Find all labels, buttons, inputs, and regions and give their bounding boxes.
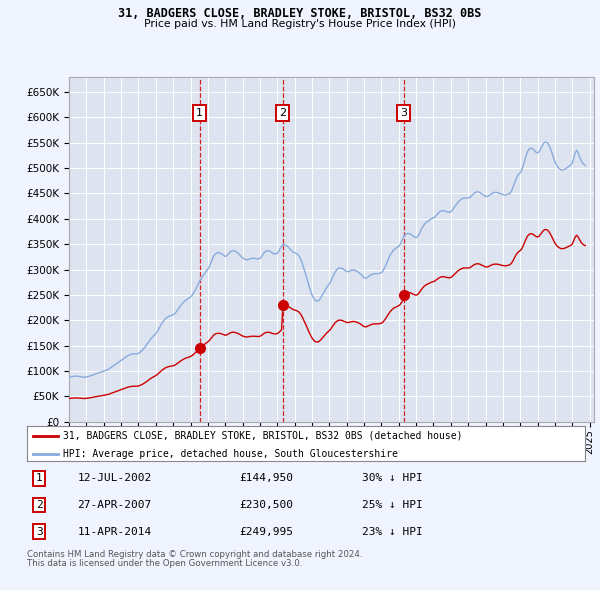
Text: 27-APR-2007: 27-APR-2007 xyxy=(77,500,151,510)
Text: 2: 2 xyxy=(279,108,286,118)
Text: 11-APR-2014: 11-APR-2014 xyxy=(77,527,151,537)
Text: 1: 1 xyxy=(36,473,43,483)
Text: 2: 2 xyxy=(36,500,43,510)
Text: This data is licensed under the Open Government Licence v3.0.: This data is licensed under the Open Gov… xyxy=(27,559,302,568)
Text: 12-JUL-2002: 12-JUL-2002 xyxy=(77,473,151,483)
Text: £249,995: £249,995 xyxy=(239,527,293,537)
Text: 3: 3 xyxy=(36,527,43,537)
Text: 25% ↓ HPI: 25% ↓ HPI xyxy=(362,500,422,510)
Text: Price paid vs. HM Land Registry's House Price Index (HPI): Price paid vs. HM Land Registry's House … xyxy=(144,19,456,29)
Text: Contains HM Land Registry data © Crown copyright and database right 2024.: Contains HM Land Registry data © Crown c… xyxy=(27,550,362,559)
Text: 31, BADGERS CLOSE, BRADLEY STOKE, BRISTOL, BS32 0BS (detached house): 31, BADGERS CLOSE, BRADLEY STOKE, BRISTO… xyxy=(63,431,463,441)
Text: £230,500: £230,500 xyxy=(239,500,293,510)
Text: 31, BADGERS CLOSE, BRADLEY STOKE, BRISTOL, BS32 0BS: 31, BADGERS CLOSE, BRADLEY STOKE, BRISTO… xyxy=(118,7,482,20)
Text: HPI: Average price, detached house, South Gloucestershire: HPI: Average price, detached house, Sout… xyxy=(63,448,398,458)
Text: 3: 3 xyxy=(400,108,407,118)
Text: 23% ↓ HPI: 23% ↓ HPI xyxy=(362,527,422,537)
Text: 1: 1 xyxy=(196,108,203,118)
Text: 30% ↓ HPI: 30% ↓ HPI xyxy=(362,473,422,483)
Text: £144,950: £144,950 xyxy=(239,473,293,483)
